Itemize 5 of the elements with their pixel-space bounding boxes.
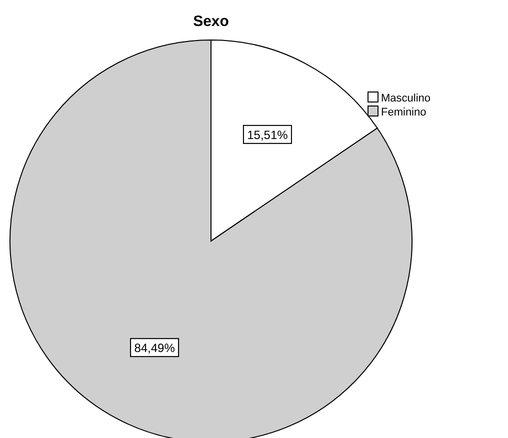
legend-label: Masculino: [381, 92, 431, 104]
data-label: 15,51%: [247, 128, 288, 142]
legend-label: Feminino: [381, 106, 426, 118]
data-label: 84,49%: [134, 341, 176, 356]
chart-title: Sexo: [193, 13, 229, 30]
